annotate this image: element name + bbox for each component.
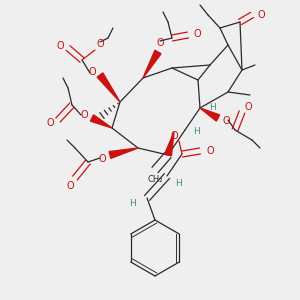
Text: H: H bbox=[130, 199, 136, 208]
Polygon shape bbox=[109, 148, 138, 158]
Text: O: O bbox=[244, 102, 252, 112]
Text: O: O bbox=[193, 29, 201, 39]
Text: O: O bbox=[96, 39, 104, 49]
Text: O: O bbox=[170, 131, 178, 141]
Polygon shape bbox=[200, 108, 220, 121]
Text: O: O bbox=[56, 41, 64, 51]
Polygon shape bbox=[165, 132, 174, 156]
Text: O: O bbox=[80, 110, 88, 120]
Text: O: O bbox=[257, 10, 265, 20]
Polygon shape bbox=[97, 73, 120, 102]
Text: H: H bbox=[176, 179, 182, 188]
Text: O: O bbox=[156, 38, 164, 48]
Text: H: H bbox=[208, 103, 215, 112]
Text: O: O bbox=[66, 181, 74, 191]
Text: CH₂: CH₂ bbox=[147, 176, 163, 184]
Text: O: O bbox=[46, 118, 54, 128]
Text: O: O bbox=[98, 154, 106, 164]
Polygon shape bbox=[143, 50, 161, 78]
Text: O: O bbox=[206, 146, 214, 156]
Text: O: O bbox=[222, 116, 230, 126]
Text: O: O bbox=[88, 67, 96, 77]
Polygon shape bbox=[90, 115, 112, 128]
Text: H: H bbox=[194, 128, 200, 136]
